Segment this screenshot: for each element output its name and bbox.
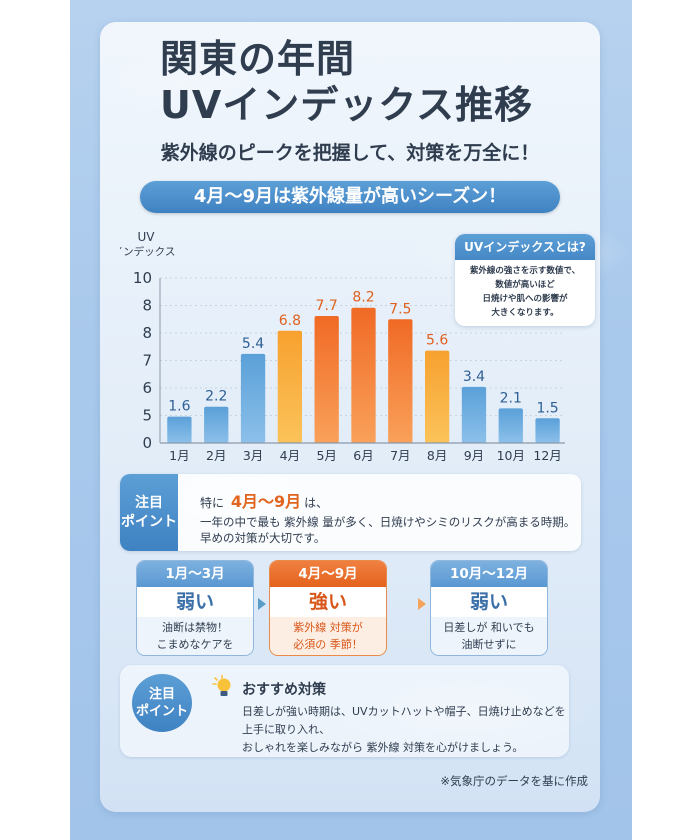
- x-tick-label: 4月: [280, 448, 300, 463]
- badge-line-1: 注目: [135, 494, 163, 511]
- bar-value-label: 7.5: [389, 301, 411, 317]
- info-line: 大きくなります。: [491, 308, 559, 318]
- bar-3月: [240, 353, 266, 443]
- recommendation-line: おしゃれを楽しみながら 紫外線 対策を心がけましょう。: [242, 741, 524, 754]
- badge-line-1: 注目: [148, 687, 175, 702]
- info-line: 紫外線の強さを示す数値で、: [469, 266, 581, 276]
- season-period: 4月～9月: [270, 561, 386, 587]
- recommendation-line: 上手に取り入れ、: [242, 723, 331, 736]
- recommendation-badge: 注目 ポイント: [132, 674, 192, 732]
- bar-value-label: 5.4: [242, 336, 264, 352]
- attention-suffix: は、: [304, 496, 329, 510]
- season-period: 1月～3月: [137, 561, 253, 587]
- season-desc: 日差しが 和いでも 油断せずに: [431, 617, 547, 655]
- season-desc: 紫外線 対策が 必須の 季節！: [270, 617, 386, 655]
- attention-body: 一年の中で最も 紫外線 量が多く、日焼けやシミのリスクが高まる時期。 早めの対策…: [200, 514, 580, 546]
- bar-value-label: 1.5: [536, 400, 558, 416]
- bar-value-label: 2.2: [205, 389, 227, 405]
- bar-value-label: 1.6: [168, 399, 190, 415]
- attention-lead: 特に 4月～9月 は、: [200, 488, 328, 512]
- title-line-1: 関東の年間: [160, 37, 356, 81]
- y-tick-label: 5: [142, 407, 152, 425]
- attention-line: 早めの対策が大切です。: [200, 531, 326, 545]
- attention-point-panel: 注目 ポイント 特に 4月～9月 は、 一年の中で最も 紫外線 量が多く、日焼けや…: [120, 474, 581, 551]
- bar-value-label: 7.7: [316, 298, 338, 314]
- bar-value-label: 3.4: [463, 369, 485, 385]
- arrow-right-icon: [258, 598, 266, 610]
- attention-line: 一年の中で最も 紫外線 量が多く、日焼けやシミのリスクが高まる時期。: [200, 515, 576, 529]
- season-period: 10月～12月: [431, 561, 547, 587]
- attention-prefix: 特に: [200, 496, 225, 510]
- x-tick-label: 6月: [353, 448, 373, 463]
- x-tick-label: 3月: [243, 448, 263, 463]
- x-tick-label: 1月: [169, 448, 189, 463]
- lightbulb-icon: [212, 675, 231, 696]
- bar-value-label: 5.6: [426, 333, 448, 349]
- uv-bar-chart: UV インデックス 1.6 2.2 5.4 6.8 7.7 8.2 7.5 5.6 3.4 2.1…: [120, 230, 565, 463]
- x-tick-label: 12月: [533, 448, 561, 463]
- y-tick-label: 8: [142, 324, 152, 342]
- title-line-2: UVインデックス推移: [160, 83, 534, 127]
- recommendation-panel: 注目 ポイント おすすめ対策 日差しが強い時期は、UVカットハットや帽子、日焼け…: [120, 665, 569, 757]
- season-card-oct-dec: 10月～12月 弱い 日差しが 和いでも 油断せずに: [430, 560, 548, 656]
- info-line: 数値が高いほど: [495, 280, 555, 290]
- bar-7月: [388, 319, 413, 443]
- x-tick-label: 9月: [464, 448, 484, 463]
- recommendation-line: 日差しが強い時期は、UVカットハットや帽子、日焼け止めなどを: [242, 705, 566, 718]
- x-tick-label: 10月: [497, 448, 525, 463]
- bar-5月: [314, 315, 339, 443]
- subtitle: 紫外線のピークを把握して、対策を万全に！: [160, 142, 540, 164]
- season-banner: 4月～9月は紫外線量が高いシーズン！: [140, 181, 560, 213]
- season-card-jan-mar: 1月～3月 弱い 油断は禁物！ こまめなケアを: [136, 560, 254, 656]
- y-tick-label: 8: [142, 297, 152, 315]
- season-desc-line: 油断は禁物！: [162, 621, 228, 634]
- attention-highlight: 4月～9月: [230, 492, 302, 511]
- season-desc-line: こまめなケアを: [156, 638, 234, 651]
- x-tick-label: 5月: [316, 448, 336, 463]
- y-axis-label-line1: UV: [138, 230, 156, 244]
- y-tick-label: 7: [142, 352, 152, 370]
- season-level: 強い: [308, 591, 347, 613]
- bar-4月: [277, 330, 303, 443]
- season-desc-line: 日差しが 和いでも: [443, 621, 535, 634]
- season-level: 弱い: [175, 591, 214, 613]
- recommendation-body: 日差しが強い時期は、UVカットハットや帽子、日焼け止めなどを 上手に取り入れ、 …: [242, 703, 572, 757]
- y-axis-label-line2: インデックス: [120, 245, 175, 258]
- x-tick-label: 8月: [427, 448, 447, 463]
- season-card-apr-sep: 4月～9月 強い 紫外線 対策が 必須の 季節！: [269, 560, 387, 656]
- season-desc-line: 油断せずに: [461, 638, 517, 651]
- info-box-body: 紫外線の強さを示す数値で、 数値が高いほど 日焼けや肌への影響が 大きくなります…: [455, 260, 595, 320]
- info-line: 日焼けや肌への影響が: [482, 294, 568, 304]
- season-desc: 油断は禁物！ こまめなケアを: [137, 617, 253, 655]
- info-box-title: UVインデックスとは?: [455, 234, 595, 260]
- y-tick-label: 10: [133, 269, 152, 287]
- y-tick-label: 0: [142, 434, 152, 452]
- season-desc-line: 必須の 季節！: [293, 638, 363, 651]
- bar-8月: [424, 350, 450, 443]
- bar-value-label: 8.2: [352, 290, 374, 306]
- x-tick-label: 2月: [206, 448, 226, 463]
- y-tick-label: 6: [142, 379, 152, 397]
- bar-6月: [351, 307, 376, 443]
- page-title: 関東の年間 UVインデックス推移: [160, 36, 533, 128]
- uv-index-info-box: UVインデックスとは? 紫外線の強さを示す数値で、 数値が高いほど 日焼けや肌へ…: [455, 234, 595, 326]
- bar-9月: [461, 386, 487, 443]
- arrow-right-icon: [418, 598, 426, 610]
- recommendation-title: おすすめ対策: [242, 682, 326, 698]
- bar-value-label: 6.8: [279, 313, 301, 329]
- bar-value-label: 2.1: [500, 390, 522, 406]
- source-note: ※気象庁のデータを基に作成: [440, 774, 588, 788]
- badge-line-2: ポイント: [135, 704, 188, 719]
- bar-1月: [167, 416, 192, 443]
- season-desc-line: 紫外線 対策が: [293, 621, 363, 634]
- bar-2月: [204, 406, 229, 443]
- bar-10月: [498, 408, 523, 443]
- x-tick-label: 7月: [390, 448, 410, 463]
- season-level: 弱い: [469, 591, 508, 613]
- badge-line-2: ポイント: [121, 513, 177, 530]
- attention-badge: 注目 ポイント: [120, 474, 178, 551]
- bar-12月: [535, 418, 560, 443]
